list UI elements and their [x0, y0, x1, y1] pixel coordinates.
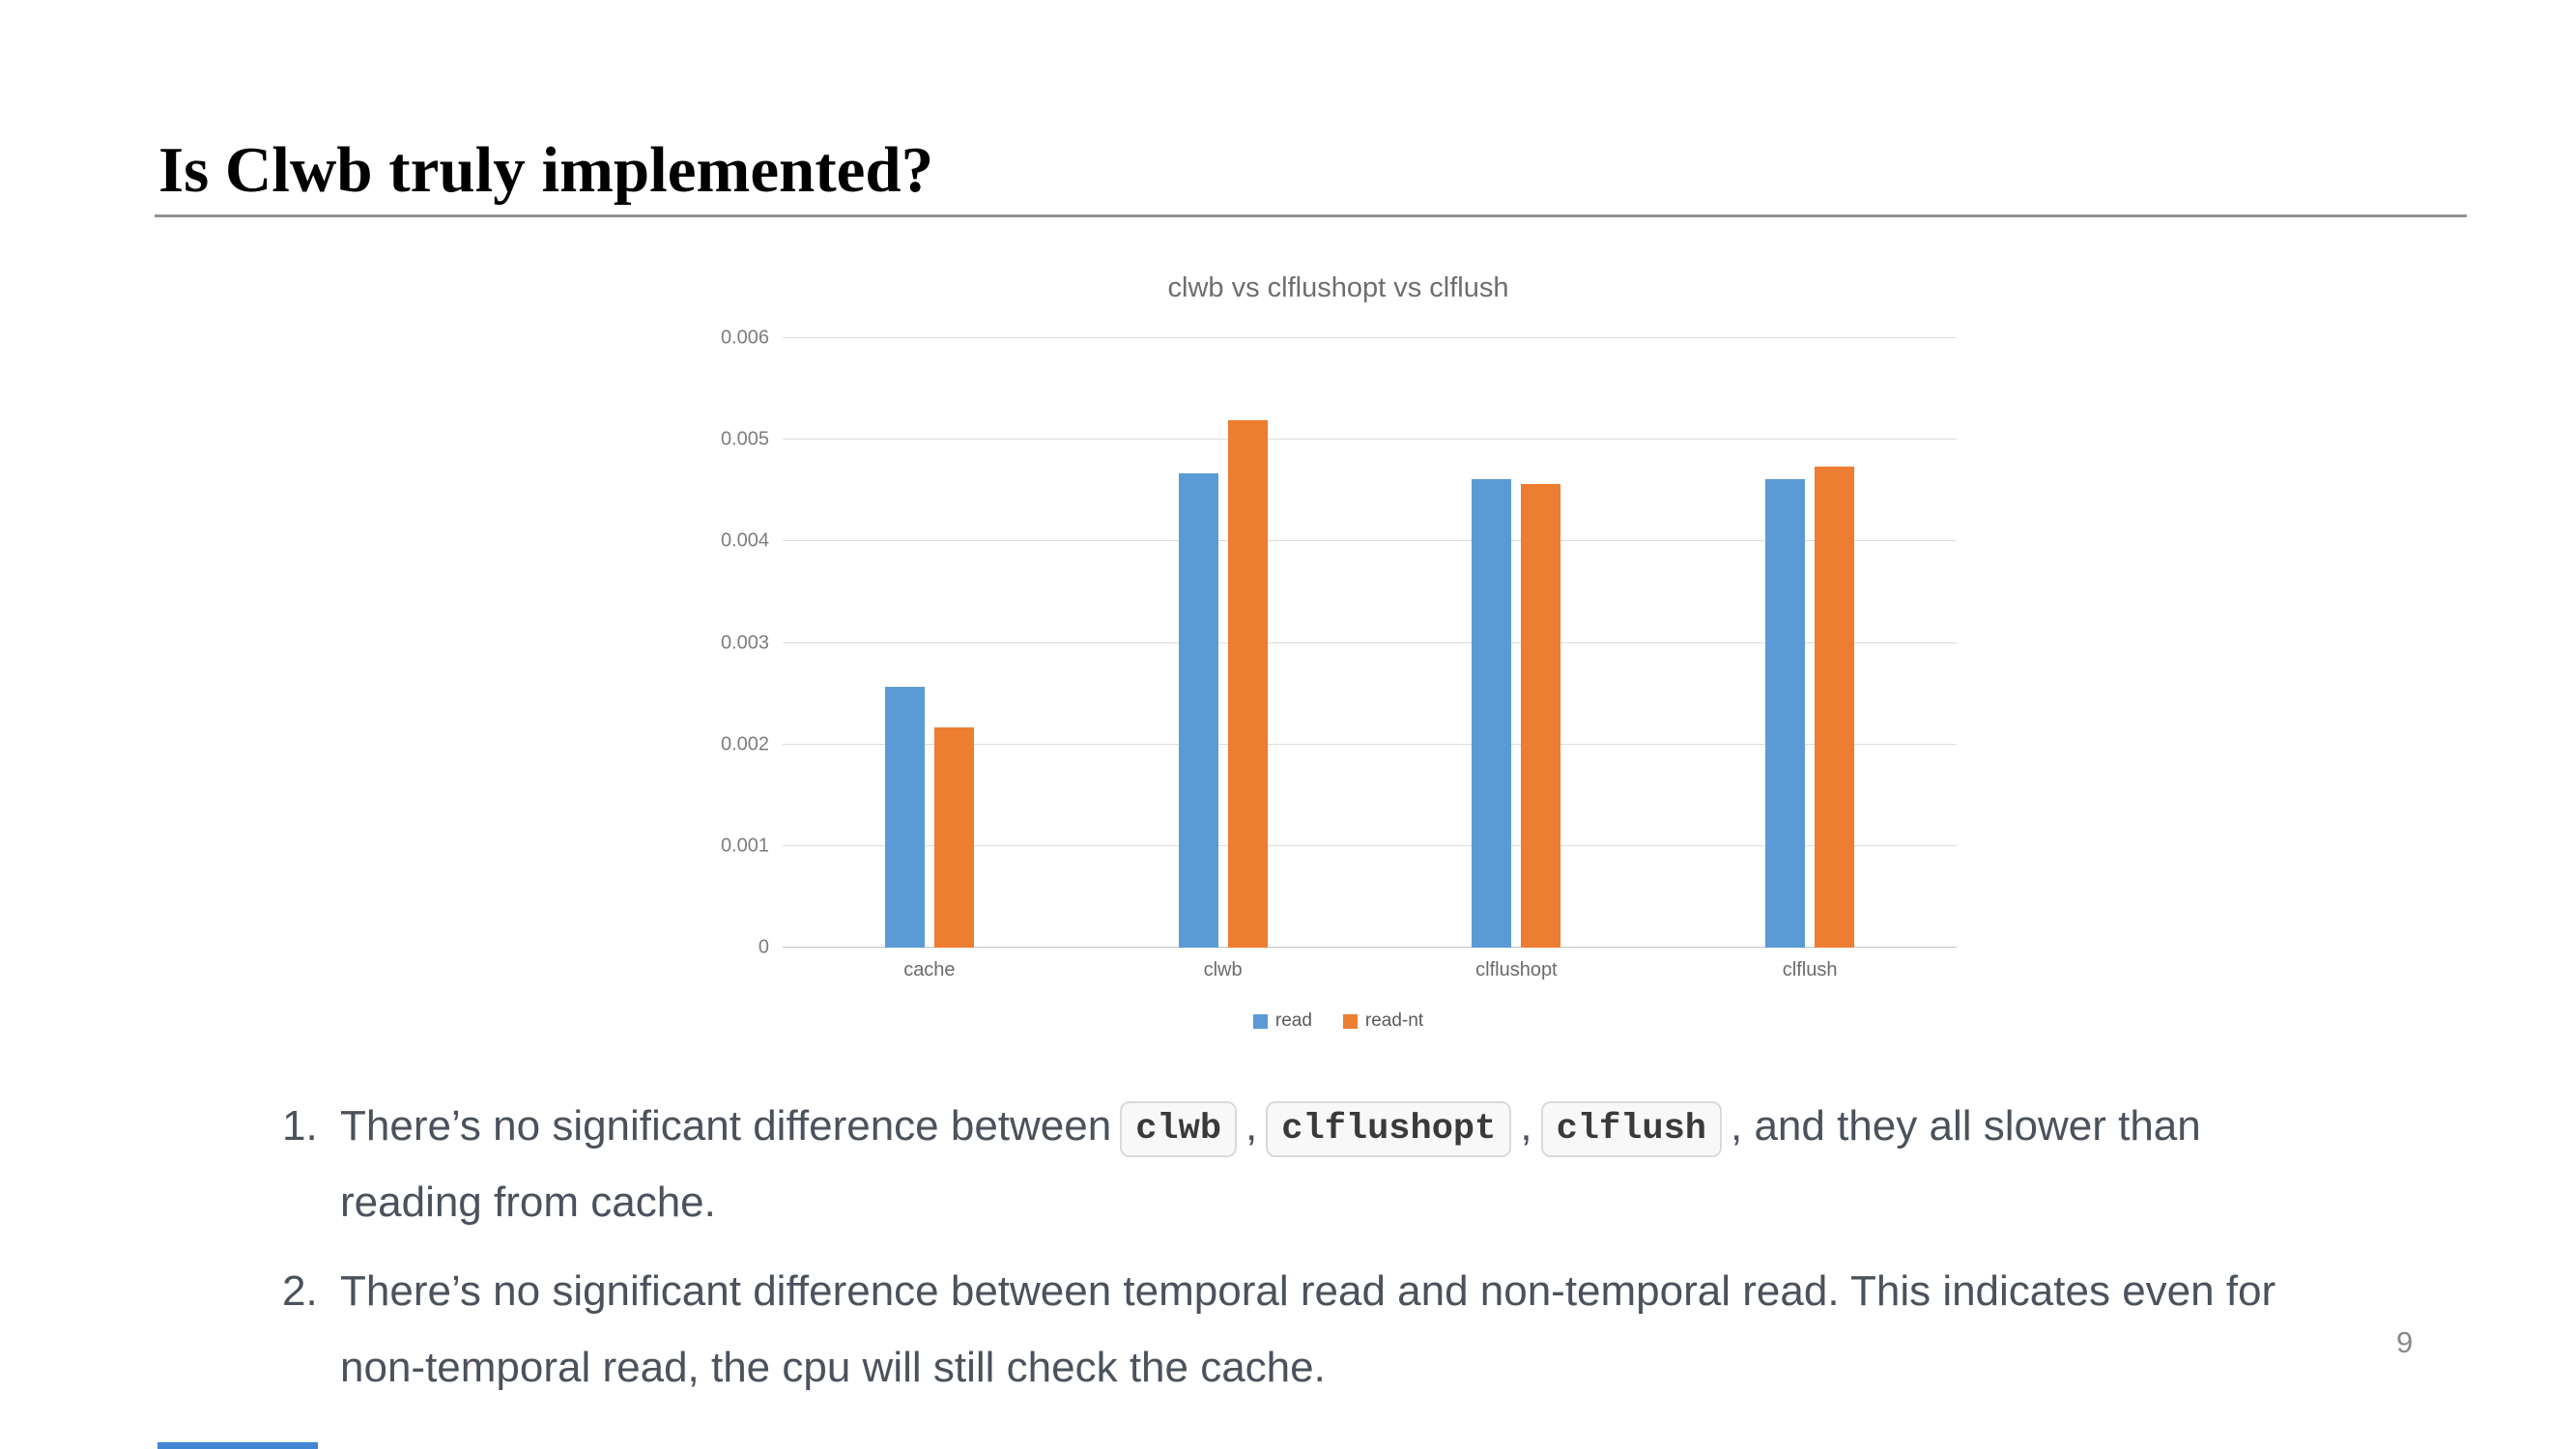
- bar-read-nt-clwb: [1227, 420, 1268, 948]
- x-axis-category-label: clwb: [1203, 959, 1243, 980]
- bar-read-nt-cache: [933, 726, 974, 948]
- gridline: [783, 337, 1957, 338]
- x-axis-category-label: cache: [903, 959, 956, 980]
- y-axis-tick-label: 0.006: [720, 327, 769, 349]
- x-axis-category-label: clflushopt: [1475, 959, 1558, 980]
- chart-x-axis-labels: cache clwb clflushopt clflush: [783, 959, 1957, 981]
- page-title: Is Clwb truly implemented?: [158, 134, 934, 206]
- bar-chart: clwb vs clflushopt vs clflush 0 0.001 0.00…: [720, 272, 1957, 1074]
- page-number: 9: [2396, 1325, 2414, 1359]
- y-axis-tick-label: 0.003: [720, 632, 769, 653]
- y-axis-tick-label: 0.001: [720, 835, 769, 857]
- gridline: [783, 439, 1957, 440]
- list-item-number: 1.: [282, 1102, 318, 1150]
- legend-swatch-read: [1252, 1013, 1268, 1029]
- bar-read-clwb: [1178, 472, 1218, 948]
- bar-read-nt-clflush: [1815, 466, 1855, 948]
- x-axis-category-label: clflush: [1782, 959, 1838, 980]
- y-axis-tick-label: 0.004: [720, 529, 769, 552]
- notes-list: 1. There’s no significant difference betw…: [282, 1088, 2335, 1418]
- legend-swatch-read-nt: [1342, 1013, 1358, 1029]
- list-item-text: There’s no significant difference betwee…: [340, 1267, 2276, 1391]
- inline-code-chip: clflushopt: [1266, 1101, 1512, 1157]
- inline-code-chip: clwb: [1120, 1101, 1238, 1157]
- list-item-number: 2.: [282, 1267, 318, 1315]
- chart-title: clwb vs clflushopt vs clflush: [1167, 272, 1509, 303]
- gridline: [783, 641, 1957, 643]
- legend-item-read: read: [1252, 1010, 1312, 1032]
- legend-label: read-nt: [1364, 1010, 1424, 1031]
- gridline: [783, 743, 1957, 745]
- bar-read-clflushopt: [1472, 479, 1512, 948]
- title-divider: [155, 214, 2467, 217]
- list-item-text: There’s no significant difference betwee…: [340, 1101, 2201, 1226]
- y-axis-tick-label: 0.005: [720, 428, 769, 450]
- list-item: 1. There’s no significant difference betw…: [282, 1088, 2335, 1240]
- inline-code-chip: clflush: [1540, 1101, 1722, 1157]
- chart-plot-area: 0 0.001 0.002 0.003 0.004 0.005 0.006: [721, 327, 1957, 958]
- legend-label: read: [1274, 1010, 1312, 1031]
- bar-read-nt-clflushopt: [1521, 484, 1561, 948]
- progress-bar: [157, 1442, 318, 1449]
- list-item: 2. There’s no significant difference betw…: [282, 1253, 2335, 1406]
- gridline: [783, 540, 1957, 542]
- bar-read-clflush: [1765, 479, 1806, 948]
- y-axis-tick-label: 0: [758, 936, 769, 958]
- chart-legend: read read-nt: [720, 1010, 1957, 1032]
- y-axis-tick-label: 0.002: [720, 733, 769, 755]
- gridline: [783, 844, 1957, 846]
- gridline: [783, 947, 1957, 948]
- legend-item-read-nt: read-nt: [1342, 1010, 1424, 1032]
- bar-read-cache: [884, 686, 925, 948]
